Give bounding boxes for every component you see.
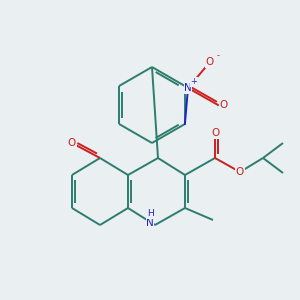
Text: +: + xyxy=(190,77,197,86)
Text: O: O xyxy=(206,57,214,67)
Text: O: O xyxy=(211,128,219,138)
Text: N: N xyxy=(184,83,192,93)
Text: O: O xyxy=(68,138,76,148)
Text: H: H xyxy=(147,209,153,218)
Text: N: N xyxy=(146,218,154,228)
Text: O: O xyxy=(236,167,244,177)
Text: O: O xyxy=(220,100,228,110)
Text: -: - xyxy=(217,52,220,61)
